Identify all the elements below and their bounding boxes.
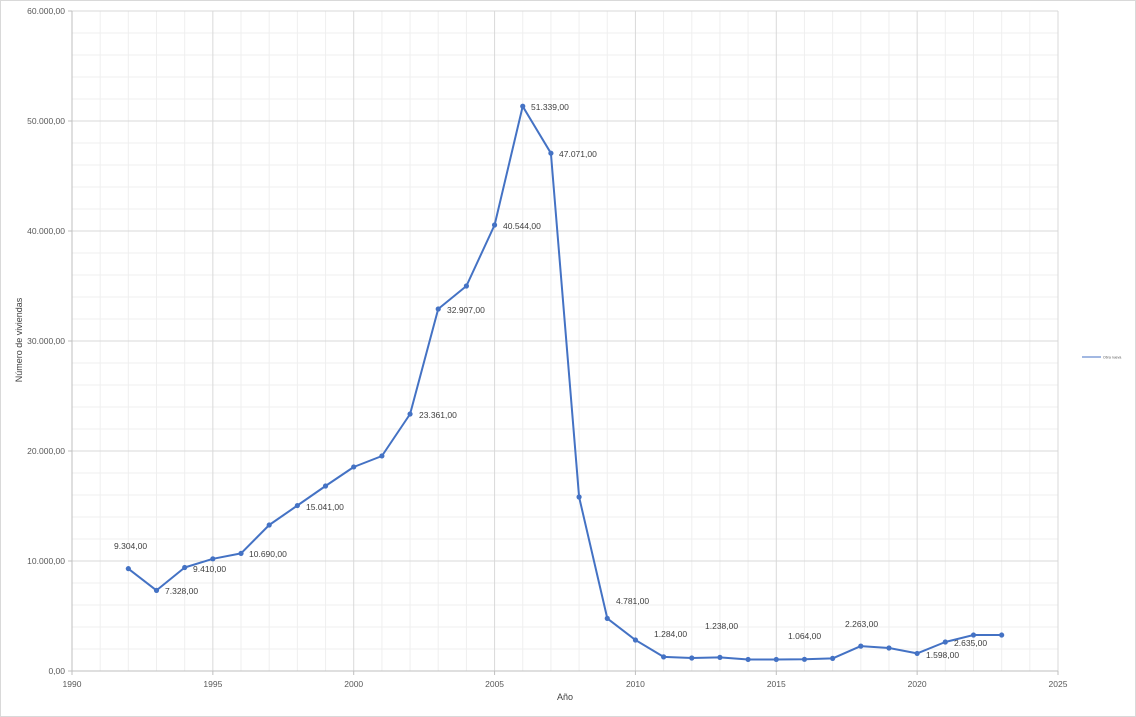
data-point-marker	[717, 654, 723, 660]
data-label: 47.071,00	[559, 149, 597, 159]
y-tick-label: 0,00	[48, 666, 65, 676]
y-axis-title: Número de viviendas	[14, 297, 24, 382]
x-tick-label: 2005	[485, 679, 504, 689]
data-point-marker	[914, 650, 920, 657]
y-tick-label: 60.000,00	[27, 6, 65, 16]
data-label: 10.690,00	[249, 549, 287, 559]
y-tick-label: 40.000,00	[27, 226, 65, 236]
data-label: 2.263,00	[845, 619, 878, 629]
x-axis-title: Año	[557, 692, 573, 702]
data-point-marker	[661, 654, 667, 660]
data-point-marker	[773, 656, 779, 663]
data-point-marker	[999, 632, 1005, 638]
x-tick-label: 2000	[344, 679, 363, 689]
data-point-marker	[266, 522, 272, 528]
x-tick-label: 1995	[203, 679, 222, 689]
major-gridlines	[72, 10, 1059, 671]
data-point-marker	[858, 643, 864, 649]
data-label: 1.598,00	[926, 650, 959, 660]
data-point-marker	[520, 103, 526, 109]
data-point-marker	[632, 637, 639, 643]
data-point-marker	[210, 556, 216, 562]
y-tick-label: 30.000,00	[27, 336, 65, 346]
data-point-marker	[886, 645, 892, 651]
data-point-marker	[294, 502, 300, 509]
data-point-marker	[351, 464, 357, 470]
data-point-marker	[435, 306, 441, 312]
data-label: 1.238,00	[705, 621, 738, 631]
data-point-marker	[125, 566, 131, 572]
data-label: 32.907,00	[447, 305, 485, 315]
data-labels: 9.304,00 7.328,00 9.410,00 10.690,00 15.041,…	[114, 102, 987, 660]
x-tick-label: 1990	[63, 679, 82, 689]
data-point-marker	[463, 283, 469, 289]
y-tick-label: 10.000,00	[27, 556, 65, 566]
series-line-obra-nueva	[127, 105, 1002, 661]
data-label: 9.304,00	[114, 541, 147, 551]
data-point-marker	[830, 655, 836, 661]
y-axis-tick-labels: 0,00 10.000,00 20.000,00 30.000,00 40.000,00…	[27, 6, 65, 676]
data-label: 51.339,00	[531, 102, 569, 112]
data-point-marker	[491, 222, 498, 228]
y-tick-label: 50.000,00	[27, 116, 65, 126]
data-point-marker	[604, 615, 610, 622]
data-point-marker	[942, 639, 948, 645]
data-label: 40.544,00	[503, 221, 541, 231]
data-label: 4.781,00	[616, 596, 649, 606]
data-label: 1.064,00	[788, 631, 821, 641]
data-point-marker	[745, 656, 751, 663]
legend: Obra nueva	[1082, 356, 1121, 360]
data-label: 9.410,00	[193, 564, 226, 574]
data-point-marker	[801, 656, 808, 662]
data-label: 1.284,00	[654, 629, 687, 639]
x-tick-label: 2010	[626, 679, 645, 689]
legend-label: Obra nueva	[1103, 356, 1121, 360]
y-tick-label: 20.000,00	[27, 446, 65, 456]
data-point-marker	[970, 632, 977, 638]
data-series-line	[127, 105, 1002, 661]
x-axis-tick-labels: 1990 1995 2000 2005 2010 2015 2020 2025	[63, 679, 1068, 689]
data-label: 23.361,00	[419, 410, 457, 420]
x-tick-label: 2025	[1049, 679, 1068, 689]
data-point-marker	[182, 564, 188, 571]
data-point-marker	[153, 587, 160, 593]
data-point-marker	[407, 411, 413, 417]
data-markers	[125, 103, 1005, 663]
data-label: 2.635,00	[954, 638, 987, 648]
data-point-marker	[379, 453, 385, 459]
axes	[68, 10, 1059, 675]
data-point-marker	[576, 494, 582, 500]
data-label: 15.041,00	[306, 502, 344, 512]
data-point-marker	[238, 550, 244, 557]
x-tick-label: 2020	[908, 679, 927, 689]
data-point-marker	[548, 150, 554, 156]
x-tick-label: 2015	[767, 679, 786, 689]
data-point-marker	[322, 483, 329, 489]
data-label: 7.328,00	[165, 586, 198, 596]
data-point-marker	[689, 655, 695, 661]
